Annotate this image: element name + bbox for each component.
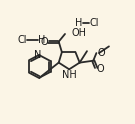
Text: Cl: Cl [17,35,27,45]
Text: H: H [75,17,82,28]
Text: OH: OH [71,29,86,38]
Text: N: N [34,50,41,60]
Text: H: H [38,35,46,45]
Text: NH: NH [62,70,77,80]
Text: Cl: Cl [90,17,99,28]
Text: O: O [40,37,48,47]
Text: O: O [97,64,104,74]
Text: O: O [98,48,106,58]
